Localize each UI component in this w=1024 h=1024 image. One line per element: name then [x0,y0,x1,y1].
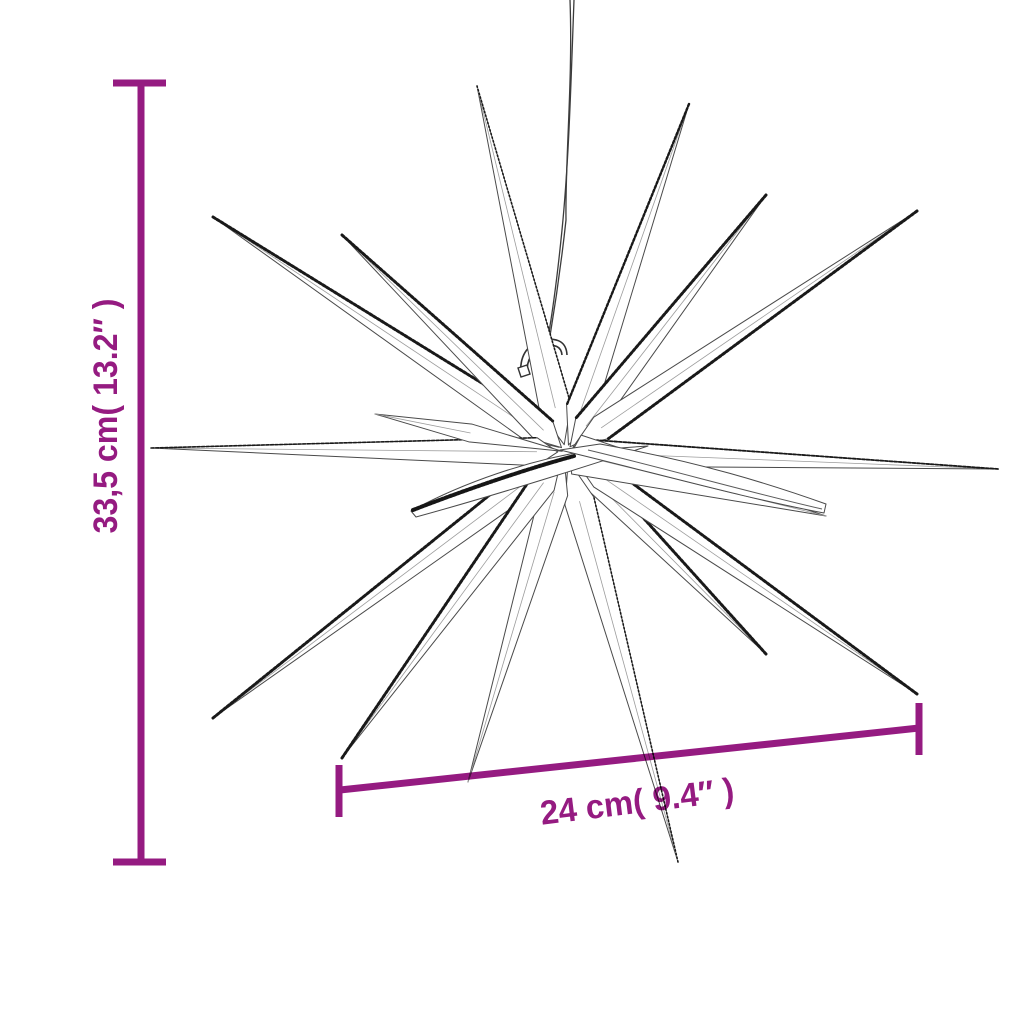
hub-leaf-right [559,443,827,514]
spike-crease [585,471,767,655]
spike-crease [374,413,471,434]
star-hub [410,443,827,518]
hook-clasp [517,364,531,378]
spike-crease [580,103,690,411]
spike-dark-edge [595,439,999,470]
spike-crease [476,85,556,409]
spike-crease [341,234,544,431]
hanging-cord-and-hook [517,0,575,378]
height-dimension: 33,5 cm( 13.2″ ) [87,79,166,866]
spike-dark-edge [340,473,535,760]
spike-dark-edge [606,209,919,441]
spike-crease [600,475,918,695]
spike-crease [341,482,544,759]
star-spikes [150,85,999,863]
spike-dark-edge [593,496,679,863]
spike-dark-edge [340,233,555,423]
spike-crease [212,478,531,719]
spike-dark-edge [574,193,768,420]
spike-crease [585,194,767,427]
spike-crease [596,452,999,470]
hub-leaf-left-crease [411,454,576,512]
spike-crease [600,210,918,429]
hub-leaf-left [410,445,649,518]
spike-crease [467,491,555,783]
width-dimension-label: 24 cm( 9.4″ ) [538,771,736,832]
spike-crease [150,447,537,453]
hub-leaf-right-crease [587,449,823,510]
height-dimension-label: 33,5 cm( 13.2″ ) [87,299,125,534]
width-dimension: 24 cm( 9.4″ ) [335,703,923,833]
hanging-cord-strand-2 [549,0,572,337]
width-dimension-line [339,724,920,794]
spike-dark-edge [211,466,525,720]
spike-crease [579,501,679,863]
spike-dark-edge [606,463,919,696]
spike-dark-edge [565,102,691,407]
spike-crease [212,216,531,429]
hanging-cord-strand-1 [547,0,575,339]
